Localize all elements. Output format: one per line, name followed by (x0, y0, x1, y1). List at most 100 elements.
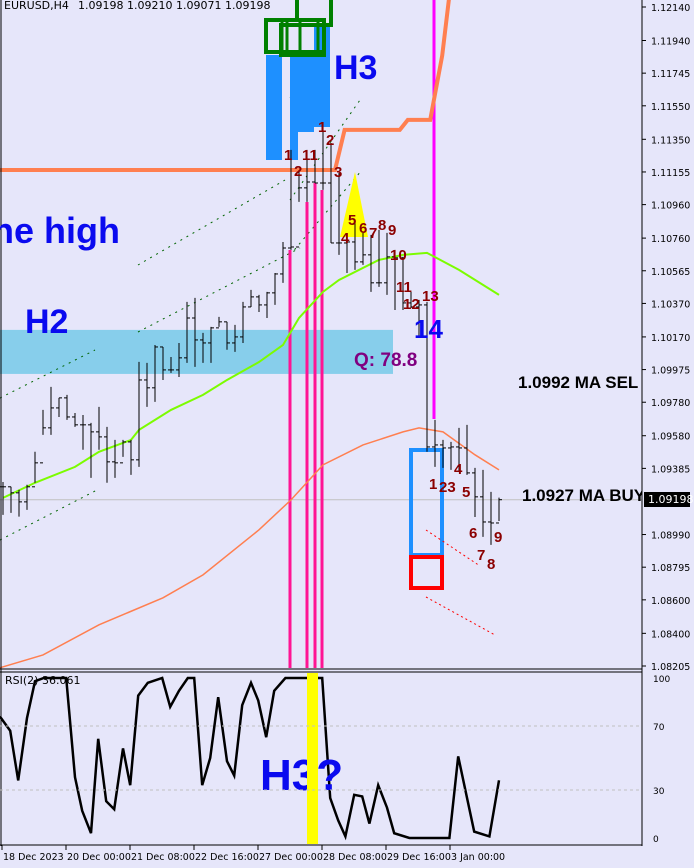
price-bar (112, 439, 118, 478)
price-bar (416, 299, 422, 337)
price-bar (424, 301, 430, 452)
count-label: 3 (334, 164, 342, 181)
price-tick-label: 1.10960 (651, 201, 690, 212)
price-tick-label: 1.08205 (651, 662, 690, 673)
price-bar (376, 229, 382, 287)
price-bar (360, 232, 366, 265)
price-bar (392, 249, 398, 310)
price-bar (184, 301, 190, 363)
pattern-line (320, 0, 333, 27)
price-tick-label: 1.08400 (651, 629, 690, 640)
price-bar (448, 441, 454, 470)
price-bar (256, 294, 262, 312)
q-value-label: Q: 78.8 (354, 350, 417, 371)
count-label: 23 (439, 479, 456, 496)
ma-slow-line (0, 427, 500, 669)
price-bar (40, 409, 46, 464)
h2-label: H2 (25, 303, 68, 341)
count-label: 1 (429, 476, 437, 493)
price-bar (328, 142, 334, 244)
price-bar (264, 291, 270, 318)
price-tick-label: 1.09780 (651, 398, 690, 409)
rsi-level-label: 30 (653, 787, 665, 797)
price-tick-label: 1.11155 (651, 168, 690, 179)
price-bar (208, 326, 214, 363)
price-bar (384, 232, 390, 295)
price-bar (48, 386, 54, 435)
time-tick-label: 29 Dec 16:00 (387, 852, 451, 863)
price-tick-label: 1.11350 (651, 135, 690, 146)
count-label: 6 (359, 220, 367, 237)
price-tick-label: 1.11940 (651, 36, 690, 47)
price-bar (400, 256, 406, 310)
price-tick-label: 1.10760 (651, 234, 690, 245)
price-bar (296, 169, 302, 248)
time-tick-label: 22 Dec 16:00 (195, 852, 259, 863)
price-tick-label: 1.08990 (651, 531, 690, 542)
price-bar (432, 419, 438, 467)
h3-question-label: H3? (260, 751, 343, 800)
price-tick-label: 1.08600 (651, 596, 690, 607)
h3-block (298, 55, 314, 132)
price-tick-label: 1.12140 (651, 3, 690, 14)
count-label: 8 (378, 217, 386, 234)
price-bar (96, 406, 102, 450)
price-tick-label: 1.11745 (651, 69, 690, 80)
price-bar (280, 241, 286, 283)
price-bar (64, 394, 70, 420)
price-axis[interactable]: 1.12140 1.11940 1.11745 1.11550 1.11350 1.111… (642, 3, 690, 673)
ohlc-readout: 1.09198 1.09210 1.09071 1.09198 (78, 0, 270, 12)
h3-block (290, 55, 298, 160)
rsi-label: RSI(2) 36.061 (5, 674, 80, 687)
count-label: 7 (369, 225, 377, 242)
price-bar (16, 489, 22, 517)
the-high-label: he high (0, 210, 120, 251)
count-label: 13 (422, 288, 439, 305)
count-label: 11 (396, 279, 412, 296)
price-bar (464, 424, 470, 475)
count-label: 5 (348, 212, 356, 229)
price-bar (312, 149, 318, 184)
price-bar (192, 297, 198, 367)
channel-line (137, 247, 301, 333)
count-label: 9 (494, 529, 502, 546)
price-bar (440, 439, 446, 468)
count-label: 7 (477, 547, 485, 564)
price-bar (240, 301, 246, 343)
price-bar (128, 439, 134, 475)
time-tick-label: 3 Jan 00:00 (451, 852, 505, 863)
current-price-box (644, 492, 690, 507)
h3-block (266, 55, 282, 160)
target-box-red (409, 555, 444, 590)
time-axis[interactable]: 18 Dec 2023 20 Dec 00:00 21 Dec 08:00 22 De… (1, 845, 505, 863)
channel-line (289, 169, 363, 256)
price-bar (336, 172, 342, 255)
price-tick-label: 1.10565 (651, 267, 690, 278)
price-bar (368, 234, 374, 292)
time-tick-label: 27 Dec 00:00 (259, 852, 323, 863)
price-bar (24, 484, 30, 510)
count-label: 10 (390, 247, 407, 264)
ma-fast-line (2, 251, 500, 499)
price-bar (136, 361, 142, 467)
price-bar (224, 321, 230, 350)
price-bar (200, 332, 206, 363)
count-label: 6 (469, 525, 477, 542)
time-tick-label: 28 Dec 08:00 (323, 852, 387, 863)
price-bar (160, 346, 166, 380)
count-label: 4 (341, 230, 350, 247)
price-tick-label: 1.10370 (651, 299, 690, 310)
upper-band-line (0, 0, 451, 172)
price-bar (496, 497, 502, 524)
count-label: 2 (294, 163, 302, 180)
price-bar (32, 451, 38, 488)
count-label: 8 (487, 556, 495, 573)
price-bar (408, 291, 414, 308)
time-tick-label: 21 Dec 08:00 (131, 852, 195, 863)
price-tick-label: 1.08795 (651, 563, 690, 574)
price-tick-label: 1.09580 (651, 432, 690, 443)
price-bars (0, 122, 502, 545)
rsi-line (0, 676, 501, 841)
